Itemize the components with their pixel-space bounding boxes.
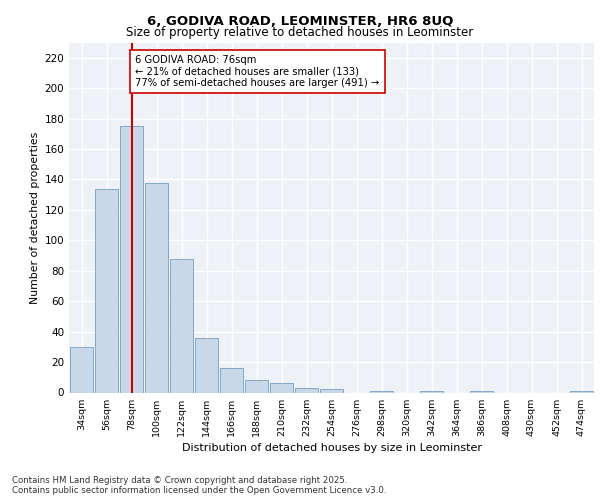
X-axis label: Distribution of detached houses by size in Leominster: Distribution of detached houses by size …	[182, 442, 482, 452]
Bar	[569, 391, 593, 392]
Text: 6 GODIVA ROAD: 76sqm
← 21% of detached houses are smaller (133)
77% of semi-deta: 6 GODIVA ROAD: 76sqm ← 21% of detached h…	[135, 54, 380, 88]
Bar	[194, 338, 218, 392]
Text: Contains HM Land Registry data © Crown copyright and database right 2025.
Contai: Contains HM Land Registry data © Crown c…	[12, 476, 386, 495]
Bar	[419, 391, 443, 392]
Bar	[295, 388, 319, 392]
Bar	[95, 188, 118, 392]
Bar	[245, 380, 268, 392]
Bar	[470, 391, 493, 392]
Bar	[370, 391, 394, 392]
Text: Size of property relative to detached houses in Leominster: Size of property relative to detached ho…	[127, 26, 473, 39]
Bar	[119, 126, 143, 392]
Bar	[145, 182, 169, 392]
Bar	[170, 258, 193, 392]
Text: 6, GODIVA ROAD, LEOMINSTER, HR6 8UQ: 6, GODIVA ROAD, LEOMINSTER, HR6 8UQ	[147, 15, 453, 28]
Bar	[269, 384, 293, 392]
Bar	[320, 390, 343, 392]
Bar	[70, 347, 94, 393]
Bar	[220, 368, 244, 392]
Y-axis label: Number of detached properties: Number of detached properties	[30, 132, 40, 304]
